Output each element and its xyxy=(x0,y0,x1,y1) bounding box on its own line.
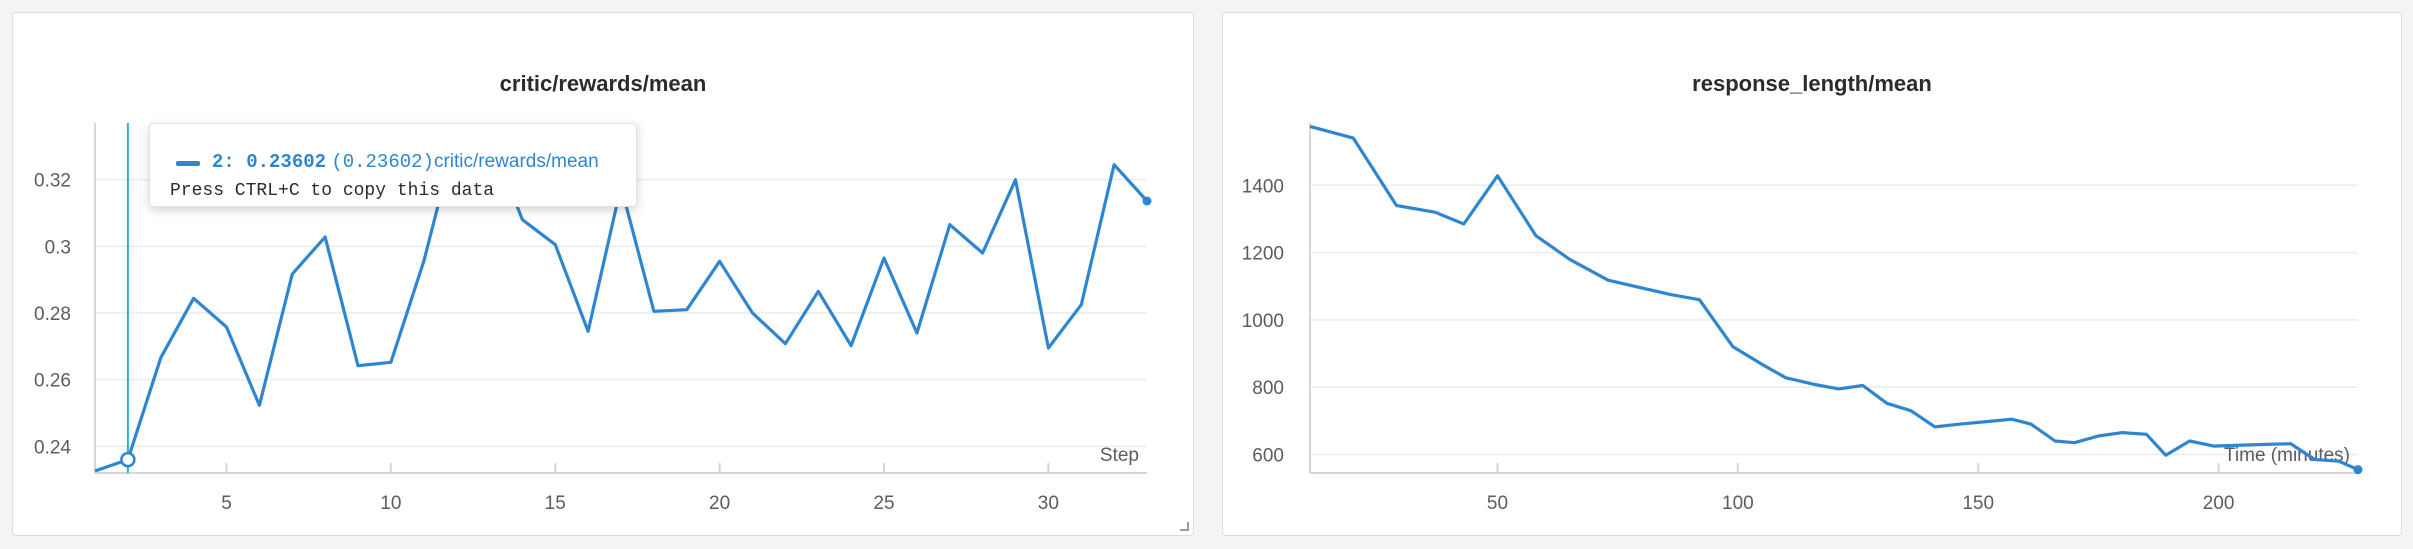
series-endpoint xyxy=(1142,196,1152,206)
x-tick-label: 50 xyxy=(1487,493,1508,514)
x-tick-label: 10 xyxy=(380,493,401,514)
x-tick-label: 15 xyxy=(545,493,566,514)
panel-resize-handle[interactable] xyxy=(1180,522,1189,531)
chart-panel-rewards: critic/rewards/mean 0.24 0.26 0.28 0.3 0.32 5… xyxy=(12,12,1194,536)
x-tick-label: 25 xyxy=(873,493,894,514)
x-tick-label: 150 xyxy=(1962,493,1994,514)
x-axis-title: Step xyxy=(1100,445,1139,466)
y-tick-label: 0.32 xyxy=(34,171,71,192)
y-tick-label: 600 xyxy=(1252,445,1284,466)
x-axis-title: Time (minutes) xyxy=(2224,445,2350,466)
y-tick-label: 0.28 xyxy=(34,304,71,325)
y-tick-label: 0.3 xyxy=(45,237,71,258)
y-tick-label: 1400 xyxy=(1242,176,1284,197)
chart-title: response_length/mean xyxy=(1692,71,1932,96)
chart-plot-response-length[interactable]: 600 800 1000 1200 1400 50 100 150 200 Time (minut… xyxy=(1223,13,2403,537)
chart-plot-rewards[interactable]: 0.24 0.26 0.28 0.3 0.32 5 10 15 20 25 30 Step xyxy=(13,13,1195,537)
tooltip-hint: Press CTRL+C to copy this data xyxy=(170,181,495,201)
chart-panel-response-length: response_length/mean 600 800 1000 1200 1400 5… xyxy=(1222,12,2402,536)
y-tick-label: 0.26 xyxy=(34,371,71,392)
y-tick-label: 800 xyxy=(1252,378,1284,399)
y-tick-label: 1200 xyxy=(1242,244,1284,265)
tooltip-value-line: 2: 0.23602 (0.23602)critic/rewards/mean xyxy=(212,151,599,173)
x-tick-label: 30 xyxy=(1038,493,1059,514)
series-endpoint xyxy=(2353,465,2363,475)
x-tick-label: 200 xyxy=(2203,493,2235,514)
tooltip-raw-value: (0.23602) xyxy=(331,151,434,173)
x-tick-label: 5 xyxy=(221,493,232,514)
y-tick-label: 1000 xyxy=(1242,311,1284,332)
x-tick-label: 100 xyxy=(1722,493,1754,514)
tooltip-series-swatch xyxy=(176,161,200,166)
hover-point-marker xyxy=(120,451,136,468)
tooltip-value: 2: 0.23602 xyxy=(212,151,327,173)
hover-tooltip: 2: 0.23602 (0.23602)critic/rewards/mean … xyxy=(149,123,637,207)
x-tick-label: 20 xyxy=(709,493,730,514)
y-tick-label: 0.24 xyxy=(34,437,71,458)
series-line xyxy=(1309,124,2359,472)
chart-title: critic/rewards/mean xyxy=(499,71,707,96)
tooltip-series-name: critic/rewards/mean xyxy=(433,151,599,172)
